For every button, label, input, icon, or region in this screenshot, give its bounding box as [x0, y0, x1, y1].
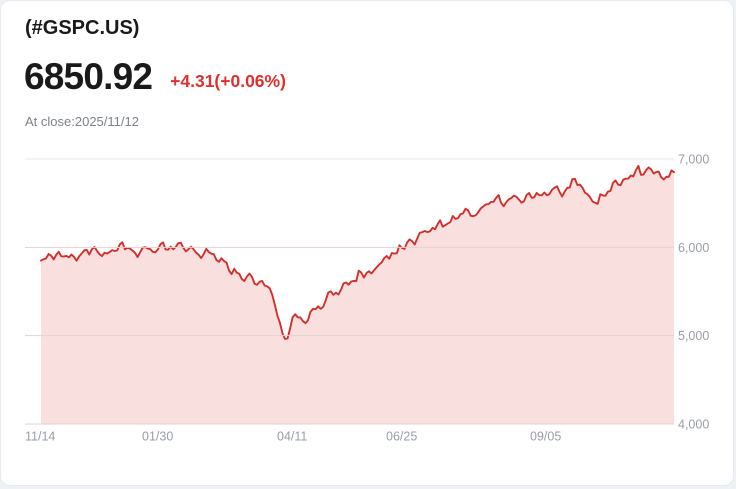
svg-text:6,000: 6,000 [678, 241, 709, 255]
svg-text:09/05: 09/05 [530, 430, 561, 444]
svg-text:06/25: 06/25 [386, 430, 417, 444]
svg-text:5,000: 5,000 [678, 329, 709, 343]
svg-text:01/30: 01/30 [142, 430, 173, 444]
svg-text:04/11: 04/11 [277, 430, 307, 444]
svg-text:4,000: 4,000 [678, 418, 709, 432]
svg-text:7,000: 7,000 [678, 153, 709, 167]
svg-text:11/14: 11/14 [25, 430, 55, 444]
